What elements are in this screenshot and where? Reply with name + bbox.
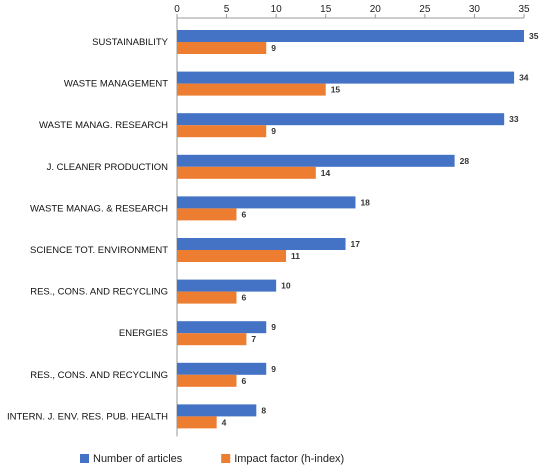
x-tick-label: 15 bbox=[320, 4, 332, 15]
bar-impact-factor-h-index-energies bbox=[177, 333, 247, 346]
data-label-impact-factor-h-index: 6 bbox=[241, 293, 246, 303]
bar-number-of-articles-j-cleaner-production bbox=[177, 154, 455, 167]
bar-impact-factor-h-index-waste-management bbox=[177, 83, 326, 96]
bar-number-of-articles-waste-manag-research bbox=[177, 113, 505, 126]
bar-number-of-articles-res-cons-and-recycling bbox=[177, 362, 267, 375]
x-tick-label: 35 bbox=[518, 4, 530, 15]
data-label-impact-factor-h-index: 4 bbox=[222, 417, 227, 427]
x-tick-label: 20 bbox=[370, 4, 382, 15]
data-label-number-of-articles: 8 bbox=[261, 405, 266, 415]
bar-impact-factor-h-index-waste-manag-research bbox=[177, 208, 237, 221]
bar-impact-factor-h-index-res-cons-and-recycling bbox=[177, 374, 237, 387]
bar-impact-factor-h-index-sustainability bbox=[177, 42, 267, 54]
bar-number-of-articles-waste-management bbox=[177, 71, 515, 84]
category-label-j-cleaner-production: J. CLEANER PRODUCTION bbox=[47, 162, 169, 173]
bar-impact-factor-h-index-waste-manag-research bbox=[177, 125, 267, 138]
data-label-number-of-articles: 33 bbox=[509, 114, 519, 124]
data-label-impact-factor-h-index: 9 bbox=[271, 43, 276, 53]
data-label-impact-factor-h-index: 9 bbox=[271, 126, 276, 136]
bar-number-of-articles-waste-manag-research bbox=[177, 196, 356, 209]
category-label-sustainability: SUSTAINABILITY bbox=[92, 37, 169, 48]
data-label-number-of-articles: 18 bbox=[360, 197, 370, 207]
data-label-impact-factor-h-index: 14 bbox=[321, 168, 331, 178]
legend-label-impact-factor-h-index: Impact factor (h-index) bbox=[234, 453, 344, 465]
category-label-energies: ENERGIES bbox=[119, 328, 168, 339]
data-label-number-of-articles: 17 bbox=[351, 239, 361, 249]
category-label-intern-j-env-res-pub-health: INTERN. J. ENV. RES. PUB. HEALTH bbox=[7, 411, 168, 422]
bar-number-of-articles-res-cons-and-recycling bbox=[177, 279, 277, 292]
category-label-waste-management: WASTE MANAGEMENT bbox=[64, 79, 168, 90]
x-tick-label: 30 bbox=[469, 4, 481, 15]
data-label-impact-factor-h-index: 6 bbox=[241, 376, 246, 386]
legend-label-number-of-articles: Number of articles bbox=[93, 453, 183, 465]
x-axis: 0 5 10 15 20 25 30 35 bbox=[174, 4, 530, 19]
bar-impact-factor-h-index-res-cons-and-recycling bbox=[177, 291, 237, 304]
category-label-waste-manag-research: WASTE MANAG. RESEARCH bbox=[39, 120, 168, 131]
bar-number-of-articles-sustainability bbox=[177, 30, 524, 42]
bar-impact-factor-h-index-science-tot-environment bbox=[177, 250, 287, 262]
category-label-res-cons-and-recycling: RES., CONS. AND RECYCLING bbox=[30, 287, 168, 298]
bar-number-of-articles-science-tot-environment bbox=[177, 238, 346, 250]
data-label-impact-factor-h-index: 15 bbox=[331, 85, 341, 95]
data-label-impact-factor-h-index: 7 bbox=[251, 334, 256, 344]
legend: Number of articles Impact factor (h-index… bbox=[80, 453, 344, 465]
data-label-number-of-articles: 9 bbox=[271, 364, 276, 374]
y-axis: SUSTAINABILITY WASTE MANAGEMENT WASTE MANA… bbox=[7, 18, 178, 437]
data-label-number-of-articles: 10 bbox=[281, 281, 291, 291]
bar-impact-factor-h-index-j-cleaner-production bbox=[177, 166, 316, 179]
legend-swatch-number-of-articles bbox=[80, 454, 89, 463]
x-tick-label: 5 bbox=[224, 4, 230, 15]
data-label-impact-factor-h-index: 6 bbox=[241, 209, 246, 219]
x-tick-label: 0 bbox=[174, 4, 180, 15]
category-label-waste-manag-research: WASTE MANAG. & RESEARCH bbox=[30, 203, 168, 214]
category-label-res-cons-and-recycling: RES., CONS. AND RECYCLING bbox=[30, 370, 168, 381]
legend-swatch-impact-factor-h-index bbox=[221, 454, 231, 463]
x-tick-label: 25 bbox=[419, 4, 431, 15]
x-tick-label: 10 bbox=[271, 4, 283, 15]
data-label-number-of-articles: 34 bbox=[519, 73, 529, 83]
data-label-number-of-articles: 9 bbox=[271, 322, 276, 332]
data-label-impact-factor-h-index: 11 bbox=[291, 251, 300, 261]
data-label-number-of-articles: 28 bbox=[460, 156, 470, 166]
bars: 35 9 34 15 33 9 28 14 18 6 17 11 10 6 9 7 9 6 8 4 bbox=[177, 30, 539, 429]
bar-impact-factor-h-index-intern-j-env-res-pub-health bbox=[177, 416, 217, 429]
bar-number-of-articles-intern-j-env-res-pub-health bbox=[177, 404, 257, 417]
bar-number-of-articles-energies bbox=[177, 321, 267, 334]
category-label-science-tot-environment: SCIENCE TOT. ENVIRONMENT bbox=[30, 245, 168, 256]
data-label-number-of-articles: 35 bbox=[529, 31, 539, 41]
